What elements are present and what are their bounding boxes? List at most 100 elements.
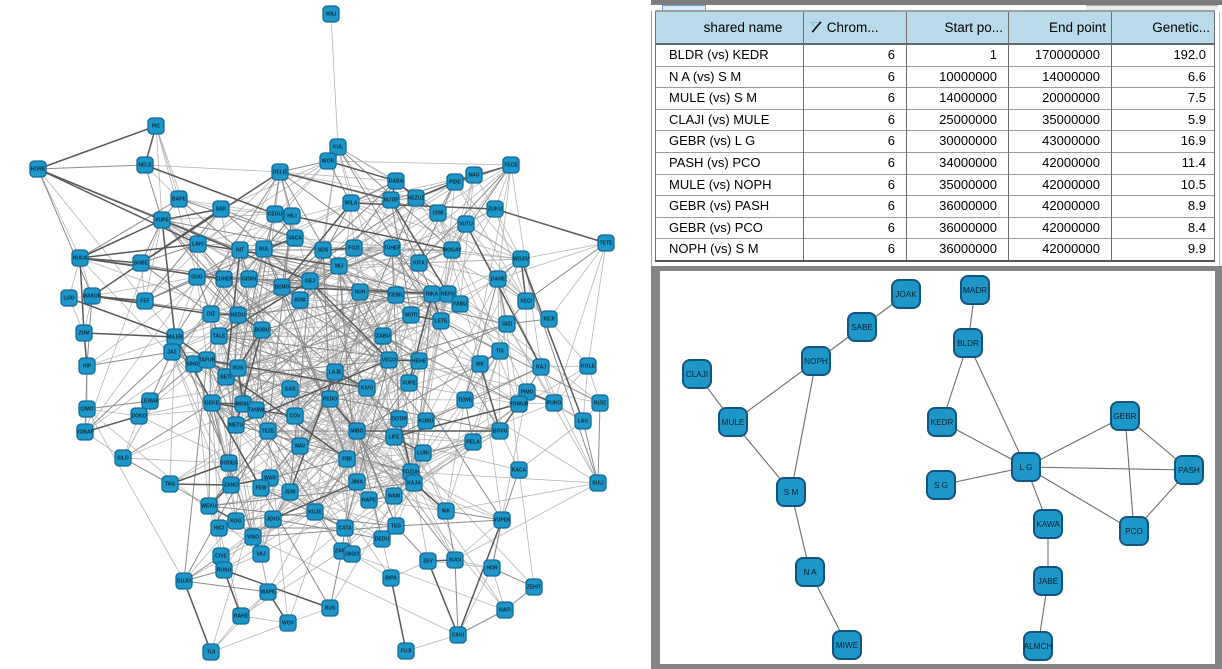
svg-text:HICI: HICI [214,526,225,532]
svg-text:DELIZ: DELIZ [273,170,287,176]
svg-text:GUJO: GUJO [177,579,191,585]
svg-text:VACA: VACA [288,236,302,242]
svg-text:ZOM: ZOM [78,331,89,337]
svg-text:WOJIV: WOJIV [513,257,530,263]
svg-text:VAJ: VAJ [256,552,266,558]
svg-text:SOBE: SOBE [134,261,149,267]
svg-text:VISO: VISO [247,535,259,541]
svg-text:DOTIP: DOTIP [391,417,407,423]
svg-text:KOLE: KOLE [581,364,596,370]
svg-text:CUHEP: CUHEP [215,277,233,283]
svg-text:JOAK: JOAK [895,290,917,299]
svg-text:CIHU: CIHU [452,633,465,639]
svg-text:FECE: FECE [504,163,518,169]
svg-text:FABU: FABU [453,302,467,308]
svg-text:JAGO: JAGO [345,552,359,558]
svg-text:HIP: HIP [83,364,92,370]
svg-text:BLDR: BLDR [957,339,979,348]
svg-text:PIDE: PIDE [449,180,461,186]
svg-text:TALE: TALE [213,334,226,340]
svg-text:NELE: NELE [138,163,152,169]
svg-text:PIMO: PIMO [521,390,534,396]
svg-text:HORE: HORE [31,167,46,173]
svg-text:KOB: KOB [294,298,306,304]
svg-text:L G: L G [1020,463,1033,472]
svg-text:NIK: NIK [442,509,451,515]
svg-text:NUCA: NUCA [73,256,88,262]
svg-text:JEKO: JEKO [266,517,280,523]
svg-text:HEHE: HEHE [412,359,427,365]
svg-text:ZEV: ZEV [423,559,433,565]
svg-text:GEJ: GEJ [305,279,315,285]
svg-text:TAG: TAG [165,482,175,488]
svg-text:TUHEF: TUHEF [384,246,401,252]
svg-text:METU: METU [229,423,244,429]
svg-text:BIPA: BIPA [385,576,397,582]
svg-text:RIJIZ: RIJIZ [594,401,606,407]
svg-text:GIDIH: GIDIH [242,277,256,283]
svg-text:RAJ: RAJ [536,365,546,371]
svg-text:VECI: VECI [520,299,532,305]
svg-text:KACA: KACA [512,468,527,474]
svg-text:JIMA: JIMA [351,480,363,486]
svg-text:NEFO: NEFO [441,292,455,298]
svg-text:KOG: KOG [230,519,242,525]
svg-text:VUPE: VUPE [155,218,169,224]
svg-text:WOV: WOV [282,621,295,627]
svg-text:LURI: LURI [417,451,429,457]
svg-text:LETE: LETE [435,319,448,325]
svg-text:BOVU: BOVU [493,429,508,435]
svg-text:ZANO: ZANO [224,483,238,489]
svg-text:DODEG: DODEG [220,461,238,467]
svg-text:KEJI: KEJI [543,317,555,323]
svg-text:TEG: TEG [391,524,401,530]
svg-text:NUH: NUH [355,290,366,296]
svg-text:KUJE: KUJE [308,510,322,516]
svg-text:HEZUZ: HEZUZ [408,196,425,202]
svg-text:KIFA: KIFA [413,261,425,267]
svg-text:COV: COV [290,414,302,420]
svg-text:LIFE: LIFE [389,435,400,441]
svg-text:CIWI: CIWI [432,211,444,217]
svg-text:RELA: RELA [466,440,480,446]
svg-text:SOS: SOS [318,248,329,254]
svg-text:MOSU: MOSU [236,402,251,408]
svg-text:KIVO: KIVO [361,386,373,392]
svg-text:MADR: MADR [963,286,987,295]
svg-text:SIK: SIK [476,362,485,368]
svg-text:CLAJI: CLAJI [686,370,708,379]
svg-text:MIWE: MIWE [836,641,859,650]
svg-text:CEGU: CEGU [268,212,283,218]
svg-text:TIJI: TIJI [207,650,216,656]
svg-text:S M: S M [784,488,799,497]
svg-text:KAJA: KAJA [407,481,421,487]
svg-text:SABE: SABE [851,323,873,332]
svg-text:WOTI: WOTI [404,313,418,319]
svg-text:GEKE: GEKE [205,401,220,407]
svg-text:TETE: TETE [600,241,613,247]
svg-text:PEDO: PEDO [323,397,337,403]
svg-text:VUPEN: VUPEN [493,518,511,524]
svg-text:WAM: WAM [388,494,400,500]
svg-text:RAHE: RAHE [234,614,249,620]
svg-text:MILEB: MILEB [167,335,183,341]
svg-text:TEWE: TEWE [458,398,473,404]
svg-text:LAKI: LAKI [192,242,204,248]
svg-text:FUJI: FUJI [401,649,412,655]
svg-text:MIJ: MIJ [335,264,344,270]
svg-text:MIBO: MIBO [350,429,363,435]
svg-text:SILO: SILO [117,456,129,462]
svg-text:NUTIF: NUTIF [384,198,399,204]
svg-text:MAKUR: MAKUR [83,294,102,300]
svg-text:KUL: KUL [333,145,343,151]
svg-text:DIZ: DIZ [207,312,215,318]
svg-text:TOZUH: TOZUH [402,470,420,476]
svg-text:NEDU: NEDU [231,313,246,319]
svg-text:SUGI: SUGI [449,558,462,564]
svg-text:LEWAR: LEWAR [141,399,159,405]
svg-text:SAK: SAK [216,207,227,213]
svg-text:WAV: WAV [294,444,306,450]
svg-text:VOBAP: VOBAP [76,430,94,436]
svg-text:SULI: SULI [592,481,604,487]
svg-text:LAG: LAG [578,419,589,425]
